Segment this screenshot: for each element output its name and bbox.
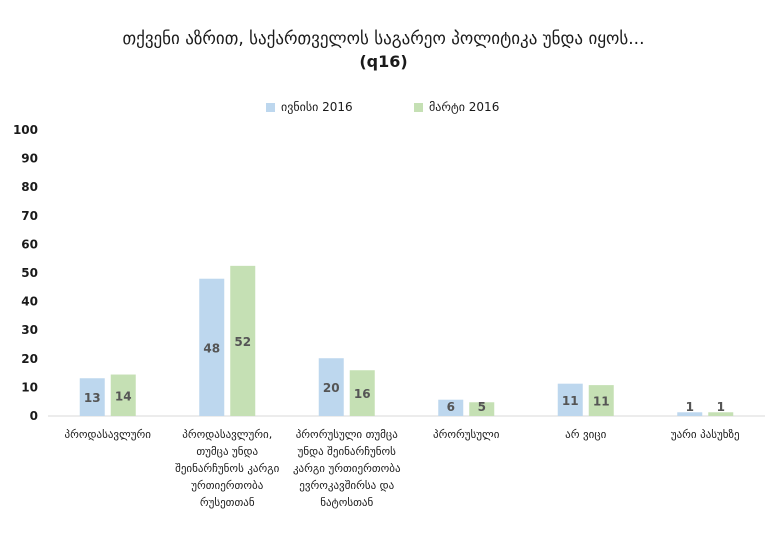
bar-series-1	[438, 399, 464, 416]
bar-series-1	[677, 412, 703, 416]
data-label: 52	[234, 335, 251, 349]
category-label: პროდასავლური, თუმცა უნდა შეინარჩუნოს კარ…	[175, 428, 280, 509]
chart-subtitle: (q16)	[359, 52, 408, 71]
legend-swatch-series-2	[414, 102, 423, 112]
data-label: 5	[478, 400, 486, 414]
data-label: 14	[115, 389, 132, 403]
bar-series-2	[708, 412, 734, 416]
data-label: 11	[562, 394, 579, 408]
y-tick-label: 100	[13, 123, 38, 137]
data-label: 11	[593, 395, 610, 409]
y-tick-label: 20	[21, 352, 38, 366]
category-label: უარი პასუხზე	[670, 428, 740, 441]
y-tick-label: 60	[21, 237, 38, 251]
data-label: 48	[203, 341, 220, 355]
data-label: 6	[447, 400, 455, 414]
y-tick-label: 50	[21, 266, 38, 280]
category-label: პრორუსული	[433, 428, 500, 441]
legend-item-series-1: ივნისი 2016	[266, 100, 353, 114]
bar-series-2	[230, 265, 256, 416]
chart-title: თქვენი აზრით, საქართველოს საგარეო პოლიტი…	[122, 29, 645, 49]
legend-label-series-2: მარტი 2016	[429, 100, 500, 114]
bar-series-2	[349, 370, 375, 416]
legend-item-series-2: მარტი 2016	[414, 100, 499, 114]
bar-series-2	[588, 385, 614, 416]
y-tick-label: 10	[21, 380, 38, 394]
data-label: 16	[354, 387, 371, 401]
category-label: პროდასავლური	[64, 428, 151, 441]
y-tick-label: 70	[21, 209, 38, 223]
y-tick-label: 90	[21, 152, 38, 166]
category-label: არ ვიცი	[565, 428, 607, 441]
bar-series-2	[110, 374, 136, 416]
data-label: 1	[686, 400, 694, 414]
bar-series-2	[469, 402, 495, 416]
y-tick-label: 30	[21, 323, 38, 337]
category-label: პრორუსული თუმცა უნდა შეინარჩუნოს კარგი უ…	[292, 428, 401, 509]
legend-swatch-series-1	[266, 102, 275, 112]
legend-label-series-1: ივნისი 2016	[281, 100, 353, 114]
bar-series-1	[557, 383, 583, 416]
bar-series-1	[199, 278, 225, 416]
data-label: 1	[717, 400, 725, 414]
y-tick-label: 80	[21, 180, 38, 194]
data-label: 13	[84, 391, 101, 405]
y-tick-label: 40	[21, 295, 38, 309]
bar-series-1	[318, 358, 344, 416]
data-label: 20	[323, 381, 340, 395]
y-tick-label: 0	[30, 409, 38, 423]
bar-series-1	[79, 378, 105, 416]
